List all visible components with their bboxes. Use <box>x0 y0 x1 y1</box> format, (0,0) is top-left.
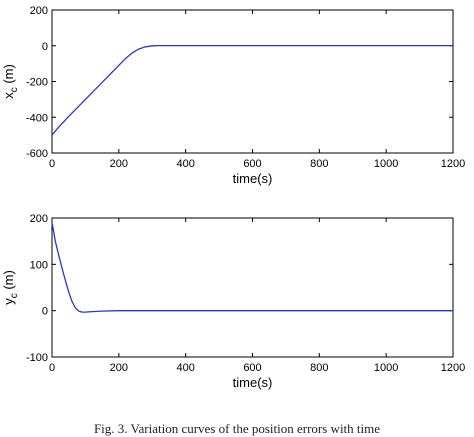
y-axis-label-unit: (m) <box>1 270 16 293</box>
x-tick-label: 400 <box>176 362 194 374</box>
x-tick-label: 600 <box>243 362 261 374</box>
y-axis-label-subscript: c <box>9 87 20 92</box>
y-tick-label: -600 <box>26 148 48 160</box>
y-axis-label: yc (m) <box>1 270 20 305</box>
y-tick-label: 0 <box>42 306 48 318</box>
x-axis-label: time(s) <box>233 171 273 186</box>
x-tick-label: 800 <box>310 362 328 374</box>
series-line <box>51 44 453 136</box>
x-tick-label: 200 <box>110 362 128 374</box>
plot-frame <box>51 9 454 154</box>
x-tick-label: 800 <box>310 158 328 170</box>
y-tick-label: 100 <box>30 259 48 271</box>
y-tick-label: 200 <box>30 213 48 225</box>
y-tick-label: -200 <box>26 77 48 89</box>
x-tick-label: 0 <box>49 158 55 170</box>
y-axis-label-unit: (m) <box>1 64 16 87</box>
x-tick-label: 0 <box>49 362 55 374</box>
x-tick-label: 1000 <box>374 158 398 170</box>
x-tick-label: 1000 <box>374 362 398 374</box>
series-line <box>51 222 453 313</box>
y-tick-label: 200 <box>30 5 48 17</box>
y-axis-label-main: x <box>1 92 16 99</box>
y-axis-label-main: y <box>1 298 16 305</box>
plot-yc: 0 200 400 600 800 1000 1200-1000100200time(s)y… <box>1 213 465 390</box>
plot-frame <box>51 217 454 358</box>
x-tick-label: 600 <box>243 158 261 170</box>
y-axis-label-subscript: c <box>9 293 20 298</box>
x-axis-label: time(s) <box>233 375 273 390</box>
plot-xc: 0 200 400 600 800 1000 1200 -600 -400 -200 0 200 tim… <box>1 5 465 186</box>
x-tick-label: 1200 <box>441 362 465 374</box>
y-tick-label: -400 <box>26 112 48 124</box>
figure-caption: Fig. 3. Variation curves of the position… <box>94 421 380 436</box>
x-tick-label: 1200 <box>441 158 465 170</box>
y-axis-label: xc (m) <box>1 64 20 99</box>
y-tick-label: -100 <box>26 352 48 364</box>
x-tick-label: 400 <box>176 158 194 170</box>
x-tick-label: 200 <box>110 158 128 170</box>
y-tick-label: 0 <box>42 41 48 53</box>
